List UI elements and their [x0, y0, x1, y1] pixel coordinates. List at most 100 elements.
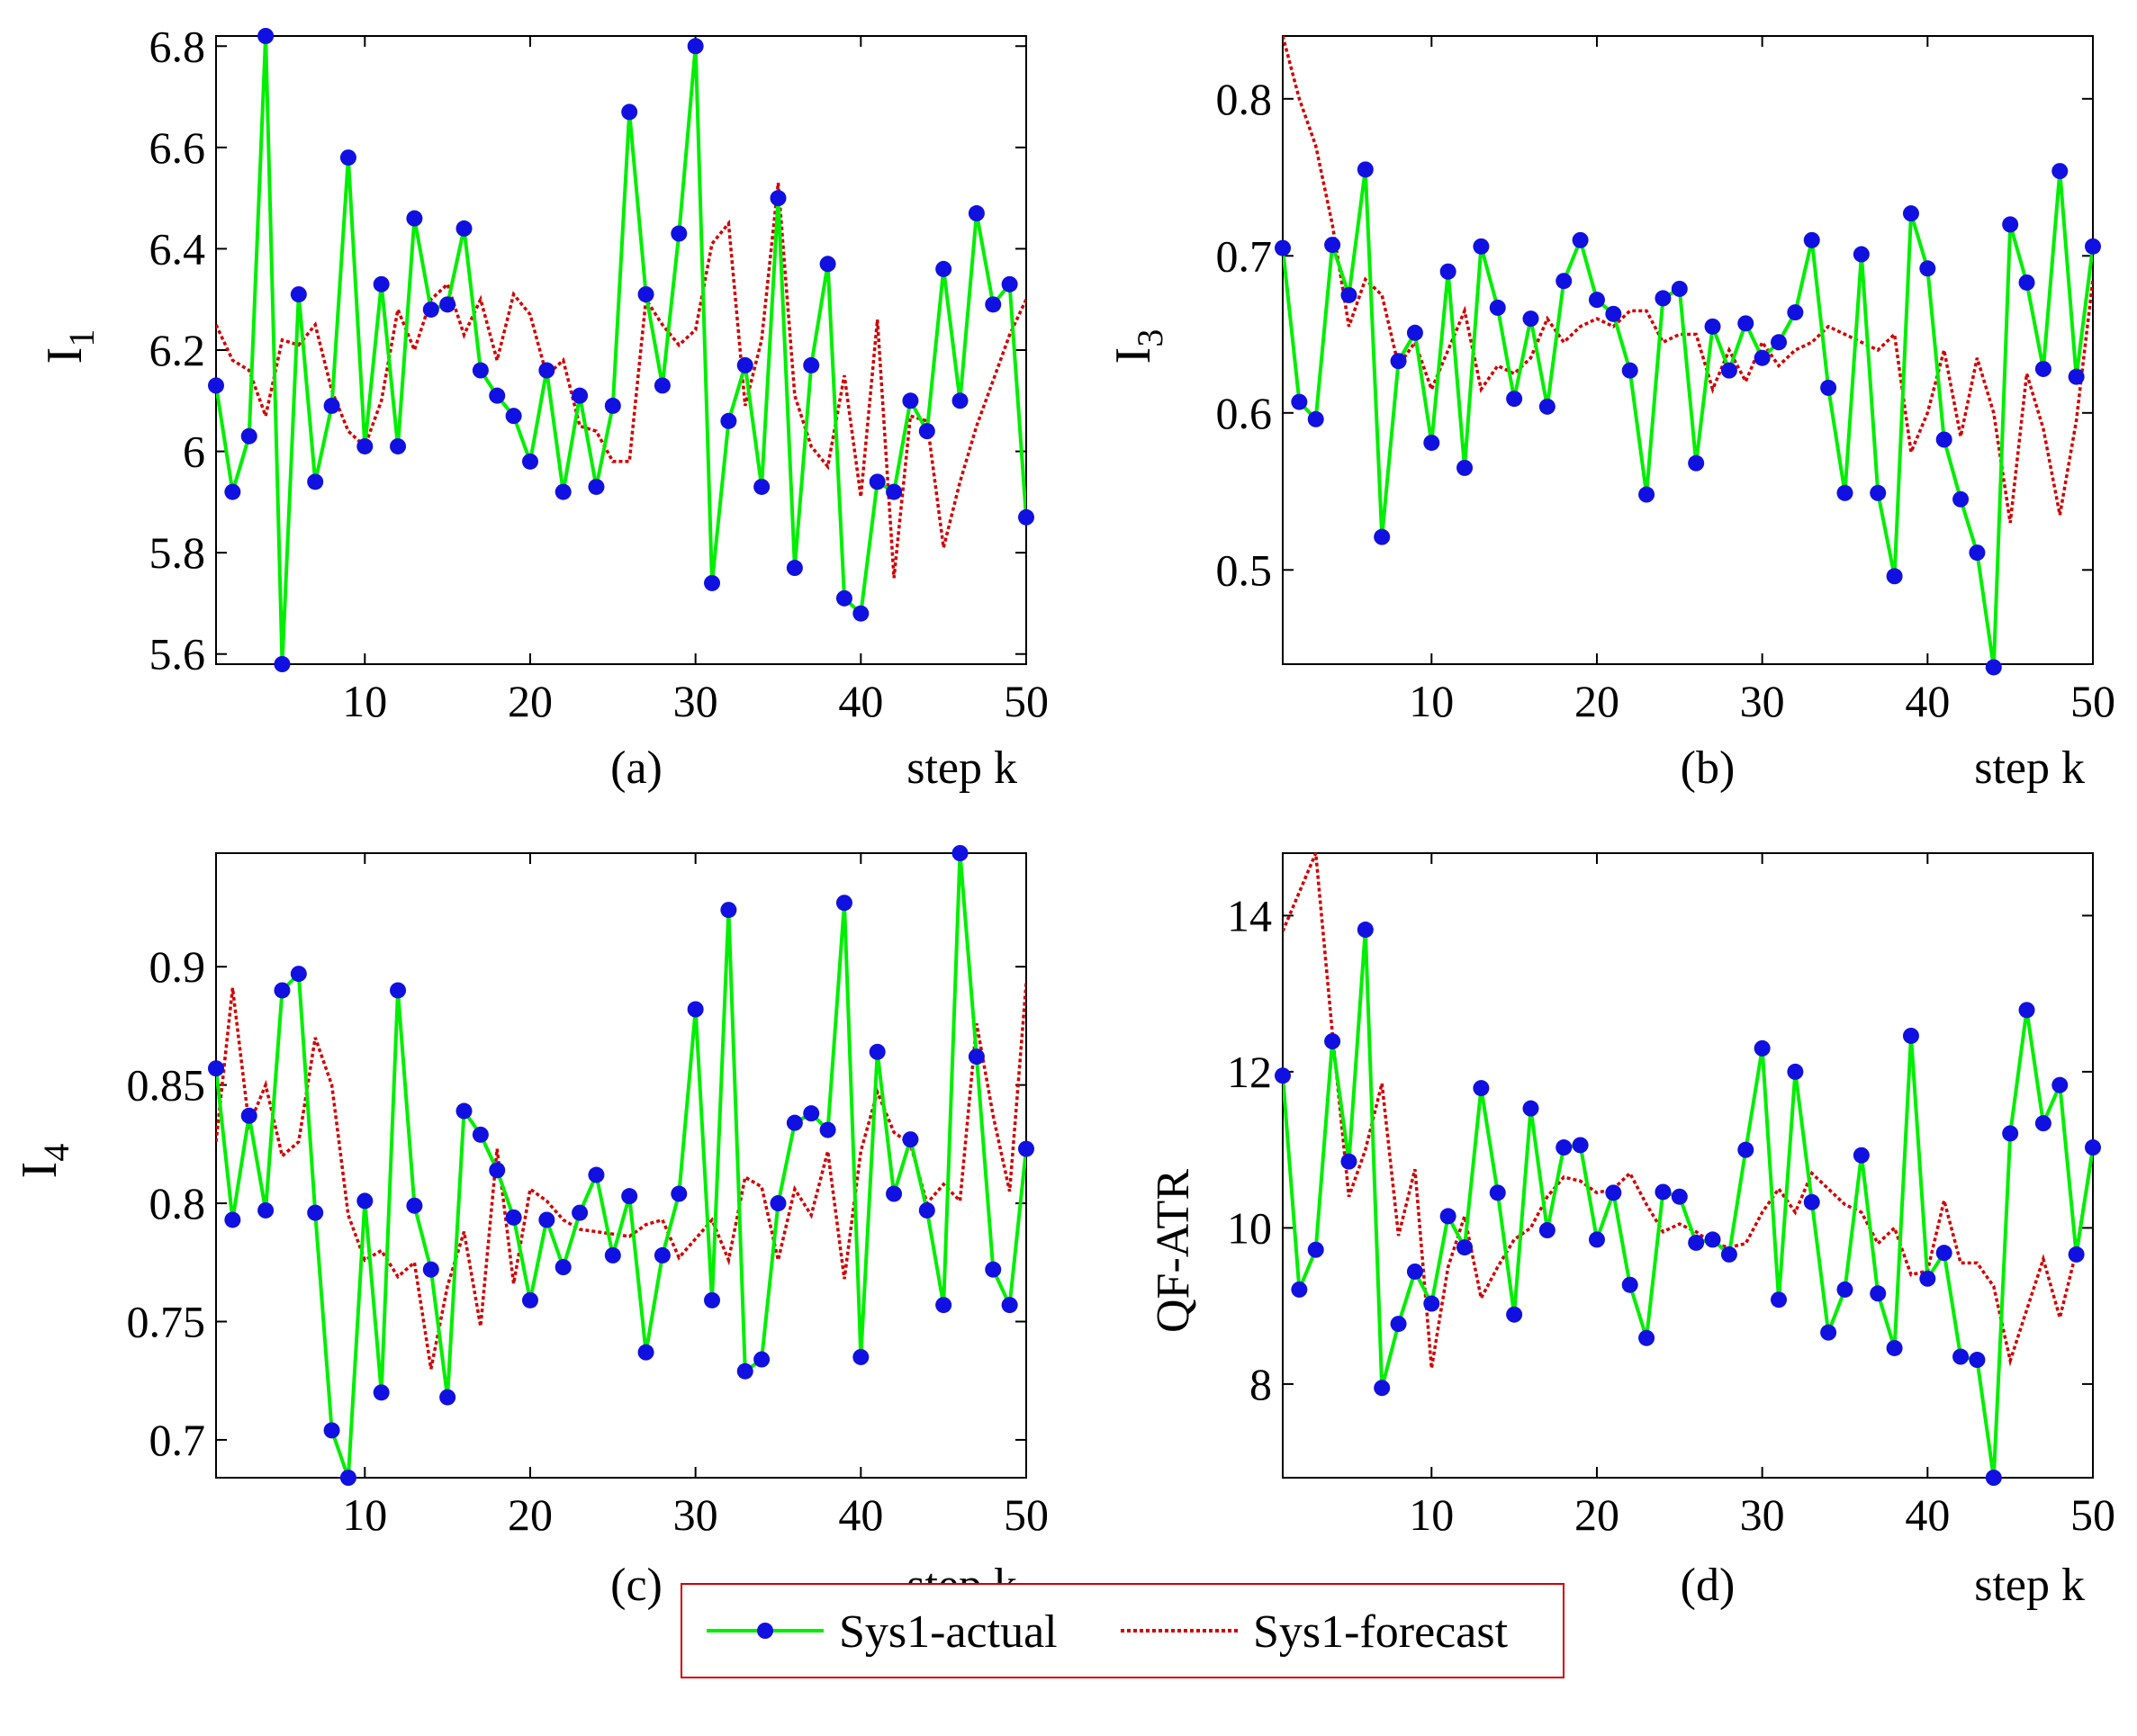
- actual-point-b-20: [1588, 292, 1605, 309]
- actual-point-c-11: [373, 1384, 390, 1401]
- x-tick-label-d-30: 30: [1740, 1489, 1785, 1540]
- actual-point-c-19: [505, 1209, 522, 1226]
- actual-point-b-41: [1935, 431, 1952, 448]
- actual-point-c-45: [935, 1297, 952, 1314]
- actual-point-a-43: [902, 392, 919, 409]
- actual-point-b-44: [1985, 659, 2002, 676]
- actual-point-b-2: [1291, 393, 1308, 410]
- actual-point-a-40: [852, 605, 870, 622]
- actual-point-d-33: [1803, 1193, 1820, 1210]
- actual-point-c-34: [753, 1351, 771, 1368]
- actual-point-d-44: [1985, 1470, 2002, 1486]
- actual-point-a-36: [786, 560, 803, 577]
- actual-point-d-20: [1588, 1231, 1605, 1248]
- actual-point-a-32: [720, 412, 737, 429]
- actual-point-d-24: [1655, 1183, 1672, 1201]
- x-tick-label-b-30: 30: [1740, 676, 1785, 726]
- actual-point-c-31: [704, 1291, 721, 1309]
- actual-point-a-38: [819, 256, 836, 273]
- ylabel-c: I4: [12, 1144, 77, 1179]
- actual-point-a-28: [654, 377, 671, 394]
- actual-point-a-3: [240, 427, 257, 445]
- actual-point-c-12: [390, 982, 407, 999]
- legend-forecast-label: Sys1-forecast: [1253, 1606, 1509, 1658]
- actual-point-d-4: [1324, 1033, 1341, 1050]
- actual-point-c-15: [439, 1389, 456, 1406]
- actual-point-d-2: [1291, 1281, 1308, 1298]
- actual-point-c-4: [257, 1201, 275, 1219]
- y-tick-label-b-1: 0.6: [1216, 388, 1273, 438]
- actual-point-d-5: [1340, 1153, 1357, 1170]
- actual-point-c-32: [720, 902, 737, 919]
- actual-point-c-9: [339, 1470, 356, 1486]
- actual-point-c-21: [538, 1211, 555, 1228]
- actual-point-a-8: [323, 397, 340, 414]
- actual-point-d-39: [1902, 1027, 1919, 1044]
- actual-point-b-3: [1307, 410, 1324, 427]
- actual-point-a-21: [538, 362, 555, 379]
- y-tick-label-a-0: 5.6: [149, 629, 206, 679]
- actual-point-b-35: [1836, 484, 1853, 501]
- x-tick-label-b-10: 10: [1409, 676, 1454, 726]
- actual-point-a-22: [555, 483, 572, 500]
- actual-point-d-45: [2002, 1125, 2019, 1142]
- ylabel-sub-b: 3: [1130, 329, 1170, 347]
- actual-point-a-49: [1001, 275, 1018, 292]
- ylabel-main-a: I: [37, 347, 93, 364]
- actual-point-d-26: [1688, 1234, 1705, 1251]
- actual-point-c-46: [951, 845, 969, 861]
- actual-point-b-38: [1886, 568, 1903, 585]
- actual-point-b-39: [1902, 205, 1919, 222]
- actual-point-b-15: [1506, 391, 1523, 408]
- y-tick-label-d-0: 8: [1249, 1359, 1272, 1409]
- x-tick-label-c-40: 40: [838, 1489, 883, 1540]
- x-tick-label-d-40: 40: [1905, 1489, 1950, 1540]
- x-tick-label-d-10: 10: [1409, 1489, 1454, 1540]
- actual-point-d-3: [1307, 1241, 1324, 1258]
- actual-point-c-5: [274, 982, 291, 999]
- actual-point-a-35: [770, 190, 787, 207]
- actual-point-a-17: [472, 362, 489, 379]
- actual-point-d-15: [1506, 1306, 1523, 1323]
- actual-point-c-16: [455, 1102, 473, 1120]
- actual-point-b-5: [1340, 286, 1357, 303]
- xlabel-a: step k: [906, 742, 1017, 794]
- actual-point-b-19: [1572, 231, 1589, 248]
- panel-label-a: (a): [610, 742, 663, 794]
- y-tick-label-c-4: 0.9: [149, 941, 206, 992]
- ylabel-b: I3: [1105, 329, 1170, 364]
- actual-point-c-48: [985, 1261, 1002, 1278]
- actual-point-c-29: [671, 1185, 688, 1202]
- actual-point-d-36: [1853, 1147, 1870, 1164]
- x-tick-label-a-50: 50: [1004, 676, 1049, 726]
- actual-point-a-15: [439, 296, 456, 313]
- actual-point-b-29: [1737, 315, 1754, 332]
- actual-point-a-30: [687, 38, 704, 55]
- actual-point-b-43: [1969, 544, 1986, 562]
- actual-point-a-46: [951, 392, 969, 409]
- actual-point-a-26: [621, 103, 638, 121]
- actual-point-a-14: [422, 301, 439, 318]
- actual-point-c-27: [637, 1344, 654, 1361]
- actual-point-d-17: [1538, 1222, 1555, 1239]
- x-tick-label-d-50: 50: [2070, 1489, 2115, 1540]
- actual-point-c-8: [323, 1422, 340, 1439]
- actual-point-b-50: [2085, 238, 2101, 255]
- actual-point-a-42: [886, 483, 903, 500]
- series-actual-b: [1283, 167, 2093, 670]
- actual-point-b-36: [1853, 246, 1870, 263]
- actual-point-b-30: [1754, 349, 1771, 366]
- axes-frame-a: [215, 35, 1027, 665]
- actual-point-a-41: [869, 473, 886, 490]
- actual-point-a-11: [373, 275, 390, 292]
- actual-point-c-23: [572, 1204, 589, 1221]
- y-tick-label-b-0: 0.5: [1216, 544, 1273, 595]
- actual-point-d-40: [1919, 1270, 1936, 1287]
- actual-point-c-33: [736, 1363, 753, 1380]
- actual-point-a-29: [671, 225, 688, 242]
- actual-point-b-28: [1720, 362, 1737, 379]
- ylabel-sub-c: 4: [36, 1144, 77, 1162]
- ylabel-sub-a: 1: [61, 329, 102, 347]
- x-tick-label-a-20: 20: [508, 676, 553, 726]
